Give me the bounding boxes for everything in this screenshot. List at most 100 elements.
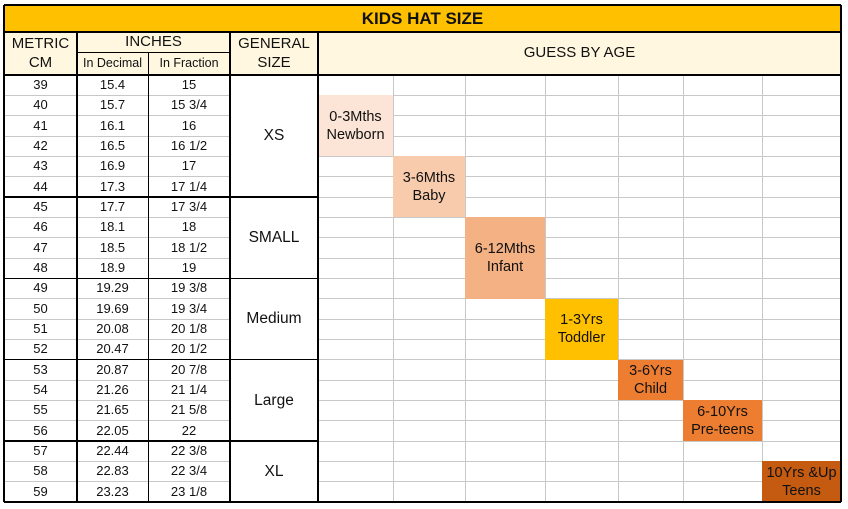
decimal-cell: 16.5 <box>99 138 126 154</box>
grid-line <box>318 216 841 218</box>
age-stage-label: Child <box>633 380 668 397</box>
age-range-label: 0-3Mths <box>329 108 382 125</box>
grid-line <box>318 135 841 137</box>
grid-line <box>318 257 841 259</box>
in-fraction-header: In Fraction <box>148 52 230 75</box>
grid-line <box>4 155 230 157</box>
grid-line <box>4 115 230 117</box>
age-stage-label: Infant <box>486 258 524 275</box>
general-size-header-line1: GENERAL <box>238 34 310 52</box>
fraction-cell: 16 1/2 <box>170 138 208 154</box>
cm-cell: 56 <box>33 422 48 438</box>
cm-cell: 49 <box>33 280 48 296</box>
grid-line <box>4 94 230 96</box>
border-line <box>4 4 841 6</box>
age-stage-label: Teens <box>782 482 821 499</box>
fraction-cell: 22 3/4 <box>170 463 208 479</box>
age-group-cell: 0-3Mths Newborn <box>318 95 393 157</box>
cm-cell: 51 <box>33 321 48 337</box>
grid-line <box>761 75 763 502</box>
cm-cell: 53 <box>33 361 48 377</box>
cm-cell: 45 <box>33 199 48 215</box>
border-line <box>3 5 5 502</box>
table-title: KIDS HAT SIZE <box>4 5 841 32</box>
age-stage-label: Newborn <box>326 126 385 143</box>
age-group-cell: 1-3Yrs Toddler <box>545 298 618 360</box>
metric-header-line1: METRIC <box>11 34 70 52</box>
border-line <box>4 196 318 198</box>
cm-cell: 47 <box>33 239 48 255</box>
border-line <box>4 358 318 361</box>
fraction-cell: 16 <box>181 117 197 133</box>
grid-line <box>318 379 841 381</box>
border-line <box>147 52 149 502</box>
grid-line <box>682 75 684 502</box>
age-group-cell: 3-6Mths Baby <box>393 156 465 218</box>
age-group-cell: 6-12Mths Infant <box>465 217 545 299</box>
decimal-cell: 22.44 <box>96 443 129 459</box>
decimal-cell: 19.29 <box>96 280 129 296</box>
general-size-header: GENERAL SIZE <box>230 32 318 75</box>
size-group-cell: SMALL <box>230 197 318 279</box>
grid-line <box>4 176 230 178</box>
grid-line <box>4 318 230 320</box>
decimal-cell: 19.69 <box>96 300 129 316</box>
decimal-cell: 23.23 <box>96 483 129 499</box>
decimal-cell: 15.7 <box>99 97 126 113</box>
border-line <box>840 5 842 502</box>
border-line <box>317 32 319 502</box>
cm-cell: 42 <box>33 138 48 154</box>
cm-cell: 59 <box>33 483 48 499</box>
border-line <box>4 74 841 76</box>
age-group-cell: 10Yrs &Up Teens <box>762 461 841 502</box>
decimal-cell: 21.26 <box>96 382 129 398</box>
grid-line <box>4 481 230 483</box>
fraction-cell: 15 3/4 <box>170 97 208 113</box>
cm-cell: 39 <box>33 77 48 93</box>
cm-cell: 55 <box>33 402 48 418</box>
border-line <box>4 440 318 442</box>
fraction-cell: 23 1/8 <box>170 483 208 499</box>
age-stage-label: Baby <box>412 187 446 204</box>
grid-line <box>318 460 841 462</box>
decimal-cell: 18.9 <box>99 260 126 276</box>
grid-line <box>318 94 841 96</box>
cm-cell: 58 <box>33 463 48 479</box>
fraction-cell: 19 <box>181 260 197 276</box>
cm-cell: 44 <box>33 178 48 194</box>
decimal-cell: 18.5 <box>99 239 126 255</box>
fraction-cell: 17 <box>181 158 197 174</box>
fraction-cell: 17 1/4 <box>170 178 208 194</box>
border-line <box>4 277 318 280</box>
grid-line <box>4 257 230 259</box>
cm-cell: 54 <box>33 382 48 398</box>
grid-line <box>4 460 230 462</box>
grid-line <box>617 75 619 502</box>
decimal-cell: 20.87 <box>96 361 129 377</box>
age-range-label: 6-12Mths <box>474 240 536 257</box>
border-line <box>76 32 78 502</box>
metric-header-line2: CM <box>28 53 53 71</box>
fraction-cell: 19 3/4 <box>170 300 208 316</box>
decimal-cell: 16.1 <box>99 117 126 133</box>
fraction-cell: 17 3/4 <box>170 199 208 215</box>
decimal-cell: 18.1 <box>99 219 126 235</box>
grid-line <box>4 399 230 401</box>
age-group-cell: 3-6Yrs Child <box>618 359 683 401</box>
fraction-cell: 20 1/8 <box>170 321 208 337</box>
grid-line <box>318 440 841 442</box>
fraction-cell: 15 <box>181 77 197 93</box>
cm-cell: 50 <box>33 300 48 316</box>
age-range-label: 10Yrs &Up <box>766 464 837 481</box>
fraction-cell: 22 <box>181 422 197 438</box>
grid-line <box>318 481 841 483</box>
age-range-label: 3-6Mths <box>402 169 456 186</box>
cm-cell: 43 <box>33 158 48 174</box>
cm-cell: 52 <box>33 341 48 357</box>
grid-line <box>318 155 841 157</box>
decimal-cell: 17.3 <box>99 178 126 194</box>
fraction-cell: 20 1/2 <box>170 341 208 357</box>
grid-line <box>4 420 230 422</box>
grid-line <box>4 135 230 137</box>
